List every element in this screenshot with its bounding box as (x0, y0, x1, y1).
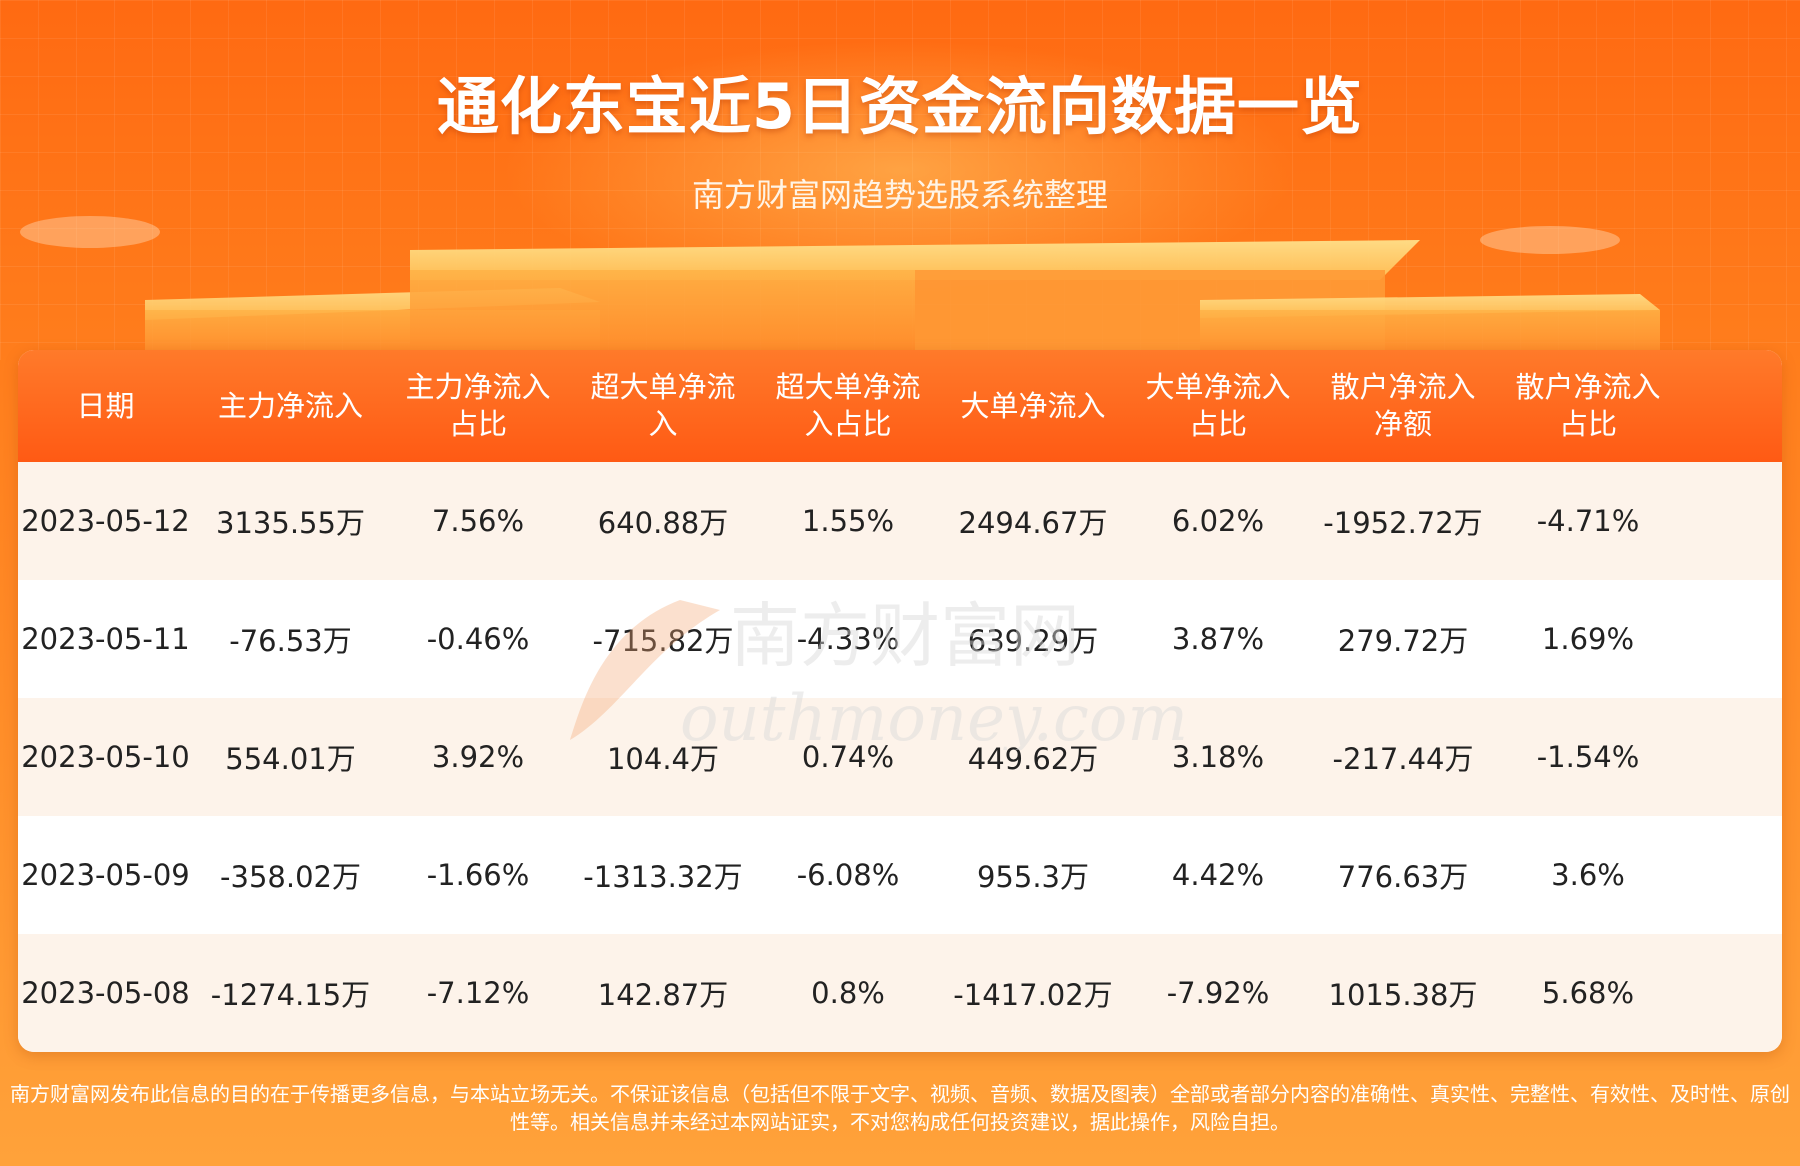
col-header-large-inflow: 大单净流入 (960, 388, 1106, 423)
cell-large-ratio: 6.02% (1171, 504, 1265, 538)
col-header-main-inflow: 主力净流入 (217, 388, 363, 423)
page-subtitle: 南方财富网趋势选股系统整理 (691, 176, 1108, 214)
table-row: 2023-05-12 3135.55万 7.56% 640.88万 1.55% … (18, 462, 1782, 580)
cell-super-large-ratio: 1.55% (801, 504, 895, 538)
col-header-large-ratio: 大单净流入 占比 (1145, 370, 1291, 441)
cell-large-inflow: 449.62万 (967, 742, 1099, 776)
col-header-retail-ratio: 散户净流入 占比 (1515, 370, 1661, 441)
table-header: 日期 主力净流入 主力净流入 占比 超大单净流入 超大单净流 入占比 大单净流入 大… (18, 350, 1782, 462)
cell-super-large-ratio: 0.74% (801, 740, 895, 774)
col-header-retail-net: 散户净流入 净额 (1330, 370, 1476, 441)
col-header-date: 日期 (76, 388, 135, 423)
cell-super-large-inflow: -715.82万 (592, 624, 734, 658)
col-header-empty (1678, 350, 1782, 462)
cell-main-inflow: -76.53万 (229, 624, 352, 658)
cell-large-inflow: 2494.67万 (958, 506, 1108, 540)
col-header-super-large-inflow: 超大单净流入 (590, 370, 736, 441)
col-header-main-inflow-ratio: 主力净流入 占比 (405, 370, 551, 441)
cell-super-large-ratio: -6.08% (796, 858, 900, 892)
cell-super-large-inflow: 104.4万 (606, 742, 720, 776)
col-header-super-large-ratio: 超大单净流 入占比 (775, 370, 921, 441)
cell-super-large-ratio: -4.33% (796, 622, 900, 656)
cell-retail-ratio: -4.71% (1536, 504, 1640, 538)
cell-main-ratio: -1.66% (426, 858, 530, 892)
cell-main-inflow: 554.01万 (225, 742, 356, 776)
cell-retail-ratio: 3.6% (1551, 858, 1625, 892)
cell-large-inflow: 955.3万 (976, 860, 1090, 894)
cell-large-ratio: 3.87% (1171, 622, 1265, 656)
table-row: 2023-05-08 -1274.15万 -7.12% 142.87万 0.8%… (18, 934, 1782, 1052)
cell-super-large-inflow: 640.88万 (597, 506, 729, 540)
cell-large-inflow: 639.29万 (967, 624, 1099, 658)
cell-date: 2023-05-08 (21, 976, 190, 1010)
cell-main-ratio: 7.56% (431, 504, 525, 538)
cell-main-inflow: -1274.15万 (210, 978, 371, 1012)
table-row: 2023-05-11 -76.53万 -0.46% -715.82万 -4.33… (18, 580, 1782, 698)
cell-retail-net: 279.72万 (1337, 624, 1469, 658)
cell-retail-net: 776.63万 (1337, 860, 1469, 894)
cell-large-inflow: -1417.02万 (953, 978, 1113, 1012)
disclaimer-text: 南方财富网发布此信息的目的在于传播更多信息，与本站立场无关。不保证该信息（包括但… (10, 1082, 1790, 1134)
cell-date: 2023-05-09 (21, 858, 190, 892)
cell-date: 2023-05-10 (21, 740, 190, 774)
table-row: 2023-05-09 -358.02万 -1.66% -1313.32万 -6.… (18, 816, 1782, 934)
cell-main-ratio: 3.92% (431, 740, 525, 774)
cell-retail-net: 1015.38万 (1328, 978, 1478, 1012)
fund-flow-table: 日期 主力净流入 主力净流入 占比 超大单净流入 超大单净流 入占比 大单净流入 大… (18, 350, 1782, 1052)
cell-date: 2023-05-11 (21, 622, 190, 656)
cell-retail-ratio: 5.68% (1541, 976, 1635, 1010)
cell-main-inflow: -358.02万 (220, 860, 361, 894)
cell-retail-ratio: -1.54% (1536, 740, 1640, 774)
cell-super-large-inflow: -1313.32万 (583, 860, 743, 894)
decorative-podiums (20, 216, 1660, 360)
cell-main-ratio: -7.12% (426, 976, 530, 1010)
cell-retail-ratio: 1.69% (1541, 622, 1635, 656)
page-title: 通化东宝近5日资金流向数据一览 (436, 70, 1364, 143)
cell-large-ratio: -7.92% (1166, 976, 1270, 1010)
cell-main-inflow: 3135.55万 (216, 506, 365, 540)
cell-main-ratio: -0.46% (426, 622, 530, 656)
cell-super-large-inflow: 142.87万 (597, 978, 729, 1012)
cell-retail-net: -217.44万 (1332, 742, 1474, 776)
table-row: 2023-05-10 554.01万 3.92% 104.4万 0.74% 44… (18, 698, 1782, 816)
cell-large-ratio: 3.18% (1171, 740, 1265, 774)
cell-date: 2023-05-12 (21, 504, 190, 538)
cell-large-ratio: 4.42% (1171, 858, 1265, 892)
cell-retail-net: -1952.72万 (1323, 506, 1483, 540)
cell-super-large-ratio: 0.8% (811, 976, 885, 1010)
